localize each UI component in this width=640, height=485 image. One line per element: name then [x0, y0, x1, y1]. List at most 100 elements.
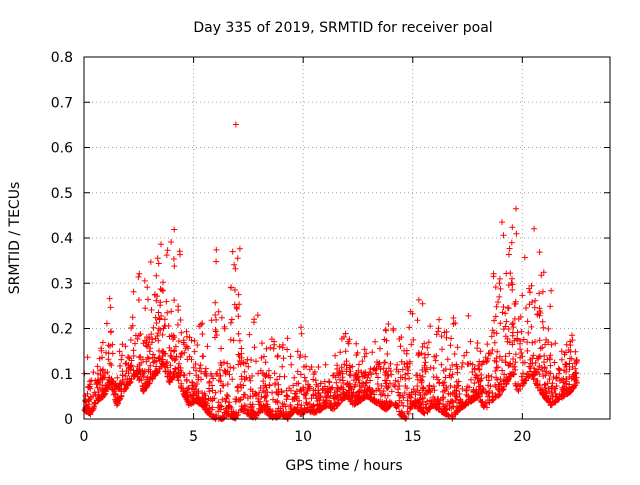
data-point	[129, 322, 136, 329]
data-point	[94, 370, 101, 377]
data-point	[508, 239, 515, 246]
data-point	[361, 353, 368, 360]
data-point	[246, 331, 253, 338]
data-point	[199, 320, 206, 327]
data-point	[114, 397, 121, 404]
data-point	[333, 379, 340, 386]
data-point	[279, 363, 286, 370]
data-point	[235, 291, 242, 298]
y-tick-label: 0.5	[51, 186, 73, 202]
data-point	[235, 330, 242, 337]
data-point	[241, 405, 247, 412]
data-point	[191, 337, 198, 344]
data-point	[486, 350, 493, 357]
data-point	[287, 353, 294, 360]
data-point	[404, 408, 411, 415]
grid	[84, 57, 610, 419]
data-point	[142, 337, 148, 344]
data-point	[552, 340, 559, 347]
data-point	[168, 308, 175, 315]
data-point	[224, 381, 231, 388]
data-point	[382, 369, 389, 376]
data-point	[536, 337, 543, 344]
data-point	[217, 373, 224, 379]
data-point	[209, 397, 216, 404]
data-point	[220, 382, 227, 389]
data-point	[447, 383, 454, 389]
data-point	[262, 382, 269, 389]
data-point	[547, 362, 554, 369]
data-point	[151, 291, 158, 298]
data-point	[436, 379, 443, 386]
data-point	[497, 320, 504, 327]
data-point	[467, 338, 474, 345]
data-point	[293, 388, 300, 395]
data-point	[271, 370, 278, 377]
data-point	[523, 305, 529, 311]
data-point	[381, 336, 388, 343]
data-point	[368, 388, 375, 395]
data-point	[378, 403, 385, 410]
data-point	[472, 389, 479, 396]
data-point	[469, 361, 476, 368]
data-point	[157, 327, 164, 333]
data-point	[544, 396, 550, 403]
data-point	[215, 377, 222, 384]
data-point	[195, 388, 202, 395]
data-point	[519, 353, 526, 360]
data-point	[415, 349, 422, 356]
data-point	[278, 410, 285, 417]
data-point	[160, 287, 167, 294]
data-point	[277, 405, 284, 412]
data-point	[129, 314, 136, 321]
data-point	[265, 407, 272, 414]
data-point	[491, 317, 498, 324]
data-point	[125, 354, 132, 361]
y-tick-label: 0.6	[51, 141, 73, 157]
data-point	[367, 377, 374, 384]
data-point	[380, 365, 387, 372]
data-point	[135, 297, 142, 303]
data-point	[355, 399, 362, 405]
data-point	[345, 338, 351, 345]
data-point	[390, 327, 397, 334]
data-point	[509, 275, 515, 282]
data-point	[453, 361, 460, 368]
data-point	[186, 370, 193, 377]
data-point	[419, 343, 426, 350]
data-point	[416, 404, 423, 411]
data-point	[113, 402, 120, 409]
data-point	[450, 403, 456, 410]
data-point	[456, 400, 463, 407]
data-point	[563, 361, 570, 368]
data-point	[539, 318, 546, 325]
data-point	[198, 401, 205, 408]
data-point	[419, 396, 426, 402]
data-point	[497, 285, 504, 292]
data-point	[127, 362, 134, 369]
data-point	[472, 395, 479, 402]
data-point	[388, 371, 395, 378]
data-point	[496, 275, 503, 282]
data-point	[447, 342, 454, 349]
data-point	[107, 304, 114, 311]
data-point	[440, 394, 447, 401]
data-point	[322, 383, 328, 390]
data-point	[361, 346, 368, 353]
data-point	[274, 397, 281, 404]
data-point	[119, 372, 126, 379]
data-point	[451, 389, 458, 396]
data-point	[363, 350, 370, 357]
data-point	[377, 366, 384, 373]
data-point	[190, 382, 197, 389]
data-point	[530, 352, 537, 359]
data-point	[331, 395, 338, 402]
data-point	[316, 402, 323, 409]
data-point	[292, 390, 299, 397]
data-point	[531, 365, 537, 372]
data-point	[185, 401, 192, 408]
data-point	[375, 385, 382, 392]
data-point	[500, 304, 507, 310]
